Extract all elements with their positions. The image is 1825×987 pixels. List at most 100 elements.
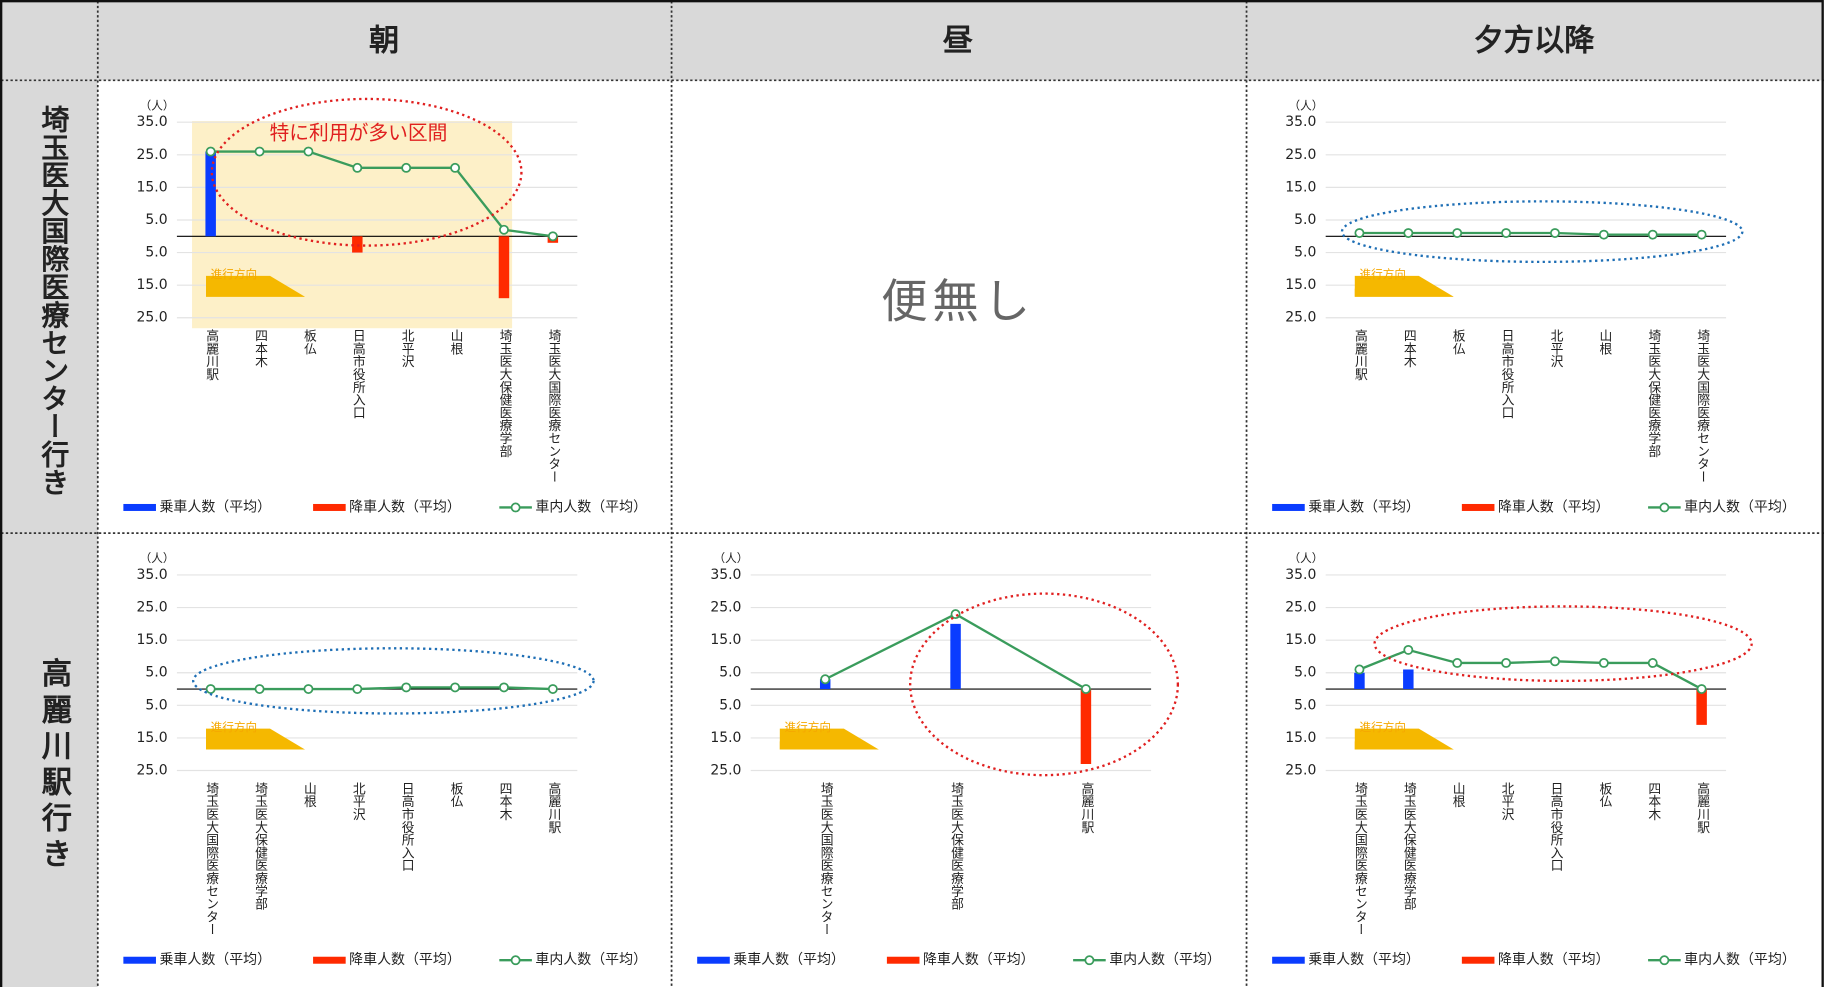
line-marker <box>450 162 461 173</box>
direction-arrow <box>206 728 305 750</box>
x-tick-label: 埼玉医大国際医療センター <box>203 782 218 936</box>
highlight-ellipse <box>1373 605 1753 683</box>
direction-label: 進行方向 <box>784 720 831 734</box>
x-tick-label: 日高市役所入口 <box>1499 329 1514 419</box>
legend-label: 降車人数（平均） <box>1498 498 1610 515</box>
y-tick-label: 25.0 <box>710 600 741 616</box>
legend-label: 乗車人数（平均） <box>159 951 271 968</box>
x-tick-label: 日高市役所入口 <box>1547 782 1562 872</box>
x-tick-label: 板仏 <box>1450 329 1465 355</box>
legend-swatch <box>886 956 920 964</box>
direction-arrow <box>779 728 879 750</box>
line-marker <box>1647 658 1658 668</box>
y-tick-label: 25.0 <box>710 763 741 779</box>
x-tick-label: 埼玉医大保健医療学部 <box>496 329 511 457</box>
line-marker <box>1452 658 1463 668</box>
y-tick-label: 5.0 <box>145 212 167 228</box>
direction-label: 進行方向 <box>1359 267 1406 281</box>
y-tick-label: 15.0 <box>137 730 168 746</box>
y-tick-label: 25.0 <box>137 600 168 616</box>
bar <box>205 151 216 237</box>
line-marker <box>820 674 831 685</box>
line-marker <box>450 682 461 693</box>
y-tick-label: 35.0 <box>1285 567 1316 583</box>
unit-label: （人） <box>1288 98 1323 112</box>
legend-swatch <box>697 956 730 964</box>
x-tick-label: 高麗川駅 <box>1694 781 1709 834</box>
y-tick-label: 25.0 <box>1285 310 1316 326</box>
legend-label: 降車人数（平均） <box>923 951 1035 968</box>
line-marker <box>352 162 363 173</box>
row-header: 高麗川駅行き <box>36 657 73 874</box>
unit-label: （人） <box>140 98 175 112</box>
y-tick-label: 35.0 <box>1285 114 1316 130</box>
unit-label: （人） <box>713 551 748 565</box>
line-marker <box>547 684 558 694</box>
legend-label: 降車人数（平均） <box>349 498 461 515</box>
x-tick-label: 北平沢 <box>1547 329 1562 368</box>
legend-label: 乗車人数（平均） <box>159 498 271 515</box>
x-tick-label: 埼玉医大保健医療学部 <box>1401 782 1416 910</box>
legend-swatch <box>510 502 521 513</box>
x-tick-label: 埼玉医大保健医療学部 <box>252 782 267 910</box>
line-marker <box>1598 658 1609 668</box>
unit-label: （人） <box>140 551 175 565</box>
x-tick-label: 四本木 <box>252 329 267 368</box>
line-marker <box>1598 229 1609 240</box>
highlight-ellipse <box>1340 200 1744 264</box>
bar <box>498 236 510 299</box>
line-marker <box>1550 656 1560 667</box>
line-marker <box>1403 644 1414 655</box>
line-marker <box>352 684 363 694</box>
x-tick-label: 北平沢 <box>1499 782 1514 821</box>
legend-label: 降車人数（平均） <box>349 951 461 968</box>
direction-arrow <box>1354 728 1454 750</box>
y-tick-label: 15.0 <box>137 179 168 195</box>
highlight-ellipse <box>192 647 595 715</box>
y-tick-label: 15.0 <box>1285 277 1316 293</box>
y-tick-label: 35.0 <box>137 567 168 583</box>
direction-label: 進行方向 <box>211 267 258 281</box>
legend-label: 乗車人数（平均） <box>733 951 845 968</box>
line <box>210 686 553 691</box>
y-tick-label: 5.0 <box>1294 212 1316 228</box>
y-tick-label: 15.0 <box>710 730 741 746</box>
line-marker <box>499 224 509 235</box>
x-tick-label: 板仏 <box>1596 782 1611 808</box>
legend-label: 車内人数（平均） <box>535 498 647 515</box>
line-marker <box>254 684 265 694</box>
line-marker <box>1354 664 1365 675</box>
y-tick-label: 25.0 <box>1285 600 1316 616</box>
line <box>210 150 554 238</box>
y-tick-label: 5.0 <box>719 665 741 681</box>
line-marker <box>1696 684 1707 694</box>
y-tick-label: 25.0 <box>137 147 168 163</box>
column-header: 朝 <box>369 23 399 58</box>
legend-swatch <box>510 955 521 966</box>
line-marker <box>401 682 412 693</box>
highlight-ellipse <box>210 97 523 247</box>
legend-swatch <box>313 956 346 964</box>
y-tick-label: 35.0 <box>137 114 168 130</box>
x-tick-label: 四本木 <box>1645 782 1660 821</box>
y-tick-label: 15.0 <box>1285 730 1316 746</box>
annotation: 特に利用が多い区間 <box>270 121 448 144</box>
bar <box>1403 669 1414 690</box>
legend-label: 車内人数（平均） <box>1109 951 1221 968</box>
column-header: 昼 <box>943 23 974 58</box>
line-marker <box>254 146 265 157</box>
y-tick-label: 25.0 <box>137 310 168 326</box>
legend-swatch <box>1461 503 1495 511</box>
line-marker <box>499 682 509 693</box>
direction-label: 進行方向 <box>211 720 258 734</box>
x-tick-label: 山根 <box>1596 329 1611 355</box>
header-bg <box>1 1 1824 81</box>
legend-swatch <box>123 956 156 964</box>
x-tick-label: 日高市役所入口 <box>399 782 414 872</box>
y-tick-label: 5.0 <box>1294 697 1316 713</box>
y-tick-label: 5.0 <box>1294 245 1316 261</box>
x-tick-label: 高麗川駅 <box>545 781 560 834</box>
x-tick-label: 高麗川駅 <box>1352 329 1367 382</box>
y-tick-label: 5.0 <box>1294 665 1316 681</box>
